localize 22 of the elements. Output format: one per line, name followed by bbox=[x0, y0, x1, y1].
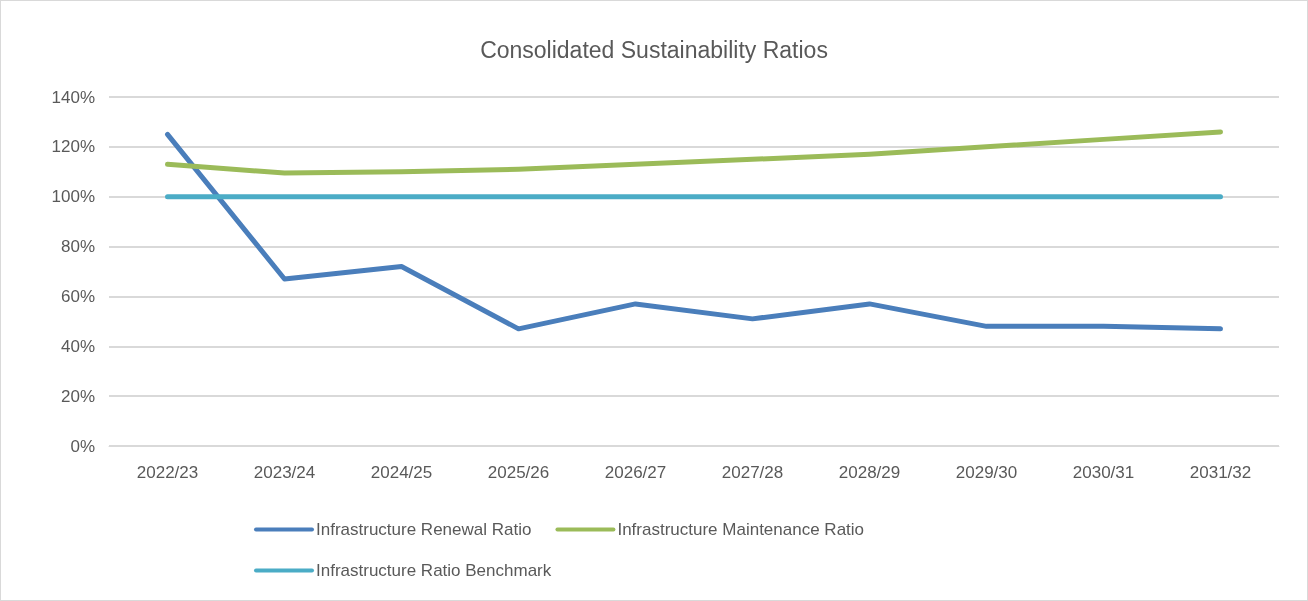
x-tick-label: 2029/30 bbox=[955, 463, 1018, 482]
x-tick-label: 2028/29 bbox=[838, 463, 901, 482]
legend-label: Infrastructure Maintenance Ratio bbox=[617, 520, 865, 539]
y-tick-label: 0% bbox=[70, 436, 95, 456]
y-tick-label: 100% bbox=[51, 187, 95, 207]
chart-title: Consolidated Sustainability Ratios bbox=[480, 36, 828, 63]
y-tick-label: 20% bbox=[60, 386, 95, 406]
x-tick-label: 2026/27 bbox=[604, 463, 667, 482]
x-tick-label: 2030/31 bbox=[1072, 463, 1135, 482]
x-tick-label: 2023/24 bbox=[253, 463, 316, 482]
x-tick-label: 2024/25 bbox=[370, 463, 433, 482]
y-tick-label: 140% bbox=[51, 87, 95, 107]
x-tick-label: 2031/32 bbox=[1189, 463, 1252, 482]
y-tick-label: 40% bbox=[60, 336, 95, 356]
legend-label: Infrastructure Renewal Ratio bbox=[316, 520, 532, 539]
legend-label: Infrastructure Ratio Benchmark bbox=[316, 561, 552, 580]
x-tick-label: 2025/26 bbox=[487, 463, 550, 482]
x-tick-label: 2022/23 bbox=[136, 463, 199, 482]
y-tick-label: 120% bbox=[51, 137, 95, 157]
x-tick-label: 2027/28 bbox=[721, 463, 784, 482]
y-tick-label: 60% bbox=[60, 286, 95, 306]
y-tick-label: 80% bbox=[60, 237, 95, 257]
